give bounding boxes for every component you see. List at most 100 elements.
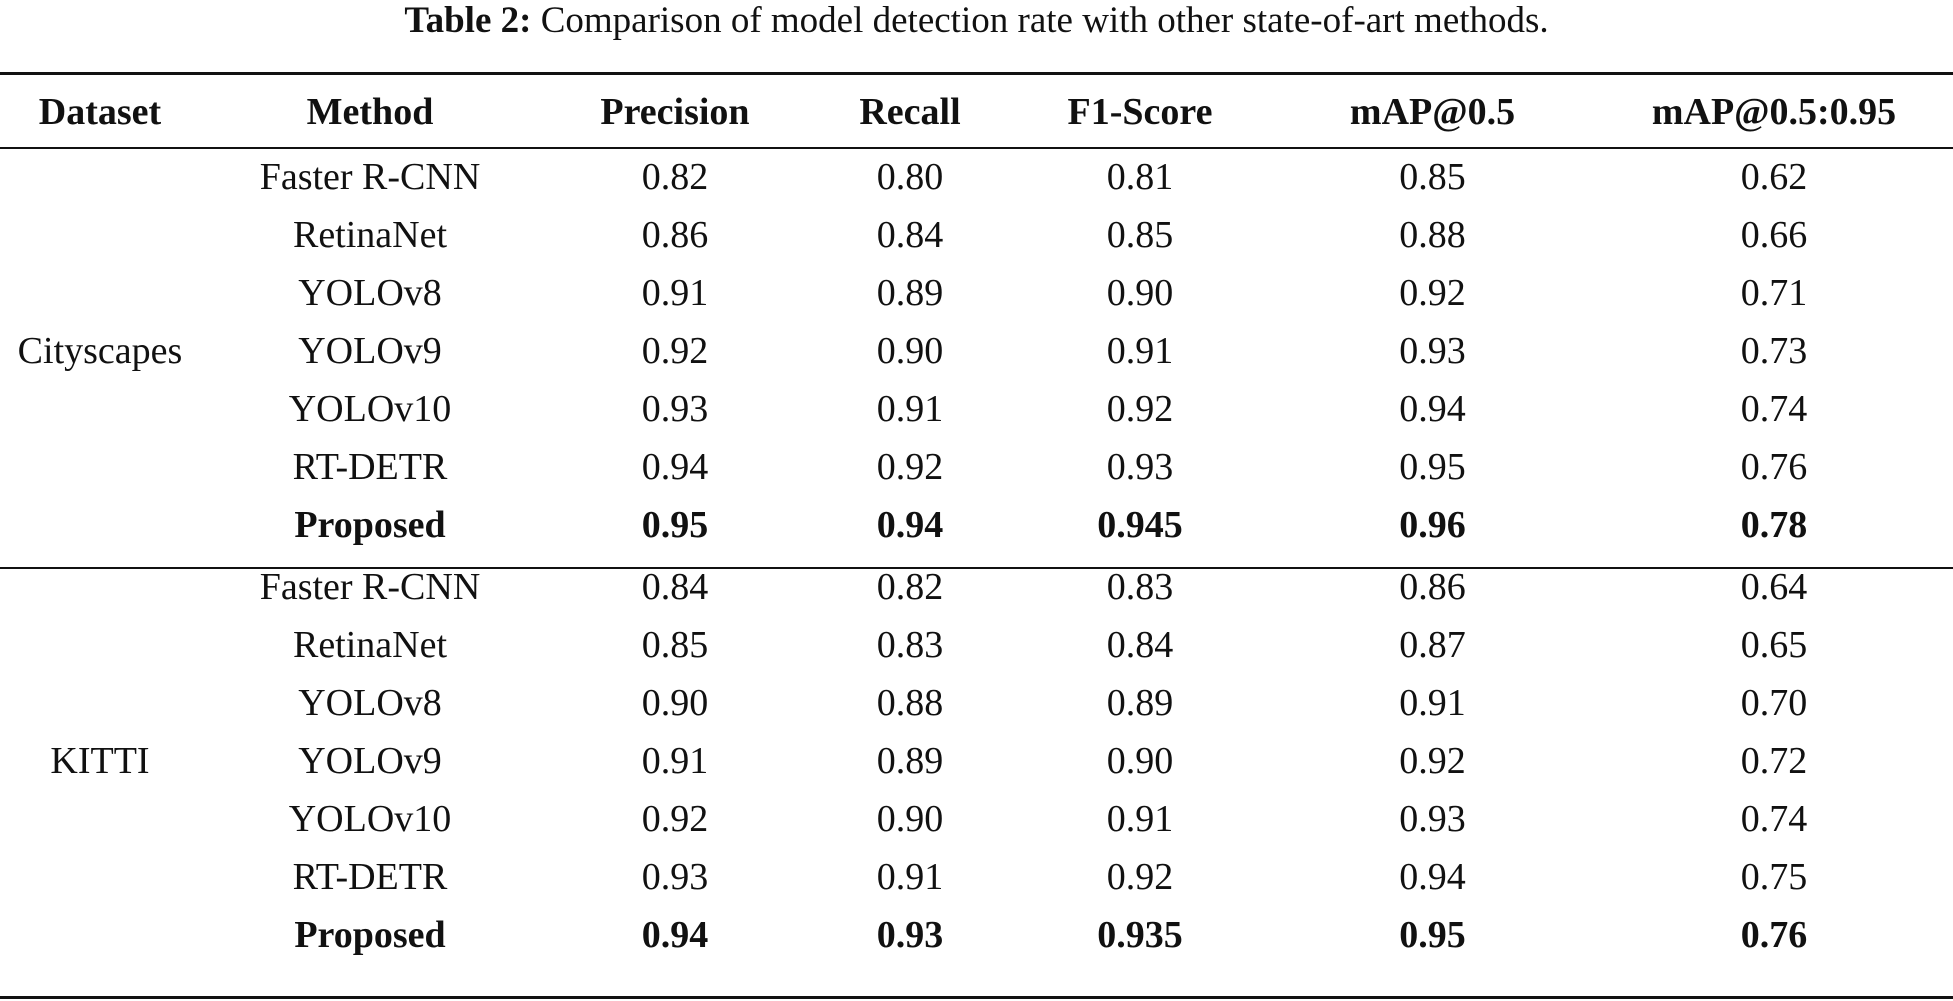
f1-score-cell: 0.92: [1106, 856, 1174, 898]
method-cell: RetinaNet: [292, 624, 448, 666]
precision-cell: 0.91: [641, 740, 709, 782]
precision-cell: 0.95: [641, 504, 709, 546]
table-row: YOLOv9 0.91 0.89 0.90 0.92 0.72: [0, 732, 1953, 790]
precision-cell: 0.93: [641, 856, 709, 898]
map-50-cell: 0.92: [1399, 740, 1466, 782]
f1-score-cell: 0.935: [1097, 914, 1183, 956]
table-row: Proposed 0.94 0.93 0.935 0.95 0.76: [0, 906, 1953, 964]
map-50-cell: 0.95: [1399, 446, 1466, 488]
caption-text: Comparison of model detection rate with …: [540, 0, 1549, 41]
recall-cell: 0.94: [876, 504, 944, 546]
map-50-cell: 0.93: [1399, 330, 1466, 372]
precision-cell: 0.84: [641, 566, 709, 608]
map-50-95-cell: 0.64: [1740, 566, 1808, 608]
header-rule: [0, 147, 1953, 149]
dataset-cell: Cityscapes: [17, 330, 183, 372]
method-cell: YOLOv9: [298, 740, 442, 782]
recall-cell: 0.80: [876, 156, 944, 198]
f1-score-cell: 0.81: [1106, 156, 1174, 198]
recall-cell: 0.88: [876, 682, 944, 724]
table-row: YOLOv10 0.93 0.91 0.92 0.94 0.74: [0, 380, 1953, 438]
method-cell: Faster R-CNN: [259, 156, 481, 198]
map-50-95-cell: 0.72: [1740, 740, 1808, 782]
f1-score-cell: 0.89: [1106, 682, 1174, 724]
header-f1-score: F1-Score: [1067, 90, 1213, 133]
group-divider-rule: [0, 567, 1953, 569]
dataset-group: Cityscapes Faster R-CNN 0.82 0.80 0.81 0.85 0.…: [0, 148, 1953, 554]
map-50-cell: 0.85: [1399, 156, 1466, 198]
top-rule: [0, 72, 1953, 75]
table-row: YOLOv10 0.92 0.90 0.91 0.93 0.74: [0, 790, 1953, 848]
method-cell: YOLOv8: [298, 682, 442, 724]
table-row: Cityscapes Faster R-CNN 0.82 0.80 0.81 0.85 0.…: [0, 148, 1953, 372]
map-50-cell: 0.93: [1399, 798, 1466, 840]
f1-score-cell: 0.85: [1106, 214, 1174, 256]
method-cell: Proposed: [294, 914, 446, 956]
dataset-group: KITTI Faster R-CNN 0.84 0.82 0.83 0.86 0.64 Ret…: [0, 554, 1953, 964]
recall-cell: 0.90: [876, 330, 944, 372]
recall-cell: 0.83: [876, 624, 944, 666]
header-method: Method: [306, 90, 434, 133]
precision-cell: 0.94: [641, 446, 709, 488]
method-cell: YOLOv9: [298, 330, 442, 372]
table-row: RetinaNet 0.85 0.83 0.84 0.87 0.65: [0, 616, 1953, 674]
dataset-cell: KITTI: [50, 740, 150, 782]
recall-cell: 0.84: [876, 214, 944, 256]
table-row: YOLOv8 0.91 0.89 0.90 0.92 0.71: [0, 264, 1953, 322]
method-cell: Faster R-CNN: [259, 566, 481, 608]
method-cell: YOLOv10: [288, 798, 452, 840]
f1-score-cell: 0.84: [1106, 624, 1174, 666]
table-row: RetinaNet 0.86 0.84 0.85 0.88 0.66: [0, 206, 1953, 264]
precision-cell: 0.82: [641, 156, 709, 198]
f1-score-cell: 0.90: [1106, 740, 1174, 782]
f1-score-cell: 0.945: [1097, 504, 1183, 546]
header-row: Dataset Method Precision Recall F1-Score…: [0, 75, 1953, 148]
table-row: YOLOv8 0.90 0.88 0.89 0.91 0.70: [0, 674, 1953, 732]
header-map-50-95: mAP@0.5:0.95: [1651, 90, 1897, 133]
map-50-95-cell: 0.62: [1740, 156, 1808, 198]
header-map-50: mAP@0.5: [1349, 90, 1516, 133]
map-50-cell: 0.94: [1399, 388, 1466, 430]
map-50-cell: 0.88: [1399, 214, 1466, 256]
map-50-cell: 0.86: [1399, 566, 1466, 608]
recall-cell: 0.89: [876, 740, 944, 782]
method-cell: RT-DETR: [292, 856, 448, 898]
precision-cell: 0.90: [641, 682, 709, 724]
bottom-rule: [0, 996, 1953, 999]
f1-score-cell: 0.91: [1106, 798, 1174, 840]
map-50-95-cell: 0.66: [1740, 214, 1808, 256]
precision-cell: 0.93: [641, 388, 709, 430]
map-50-95-cell: 0.74: [1740, 798, 1808, 840]
table-row: RT-DETR 0.94 0.92 0.93 0.95 0.76: [0, 438, 1953, 496]
f1-score-cell: 0.91: [1106, 330, 1174, 372]
map-50-cell: 0.95: [1399, 914, 1466, 956]
precision-cell: 0.94: [641, 914, 709, 956]
recall-cell: 0.82: [876, 566, 944, 608]
map-50-cell: 0.96: [1399, 504, 1466, 546]
header-precision: Precision: [600, 90, 750, 133]
map-50-95-cell: 0.76: [1740, 914, 1808, 956]
method-cell: YOLOv10: [288, 388, 452, 430]
table-row: KITTI Faster R-CNN 0.84 0.82 0.83 0.86 0.64: [0, 554, 1953, 782]
method-cell: RT-DETR: [292, 446, 448, 488]
table-row: YOLOv9 0.92 0.90 0.91 0.93 0.73: [0, 322, 1953, 380]
map-50-95-cell: 0.71: [1740, 272, 1808, 314]
precision-cell: 0.85: [641, 624, 709, 666]
method-cell: YOLOv8: [298, 272, 442, 314]
table-row: RT-DETR 0.93 0.91 0.92 0.94 0.75: [0, 848, 1953, 906]
precision-cell: 0.91: [641, 272, 709, 314]
results-table: Dataset Method Precision Recall F1-Score…: [0, 75, 1953, 964]
map-50-95-cell: 0.70: [1740, 682, 1808, 724]
f1-score-cell: 0.90: [1106, 272, 1174, 314]
recall-cell: 0.89: [876, 272, 944, 314]
header-recall: Recall: [859, 90, 961, 133]
recall-cell: 0.90: [876, 798, 944, 840]
method-cell: Proposed: [294, 504, 446, 546]
map-50-95-cell: 0.75: [1740, 856, 1808, 898]
precision-cell: 0.92: [641, 330, 709, 372]
header-dataset: Dataset: [38, 90, 162, 133]
map-50-95-cell: 0.74: [1740, 388, 1808, 430]
recall-cell: 0.91: [876, 856, 944, 898]
precision-cell: 0.86: [641, 214, 709, 256]
f1-score-cell: 0.92: [1106, 388, 1174, 430]
